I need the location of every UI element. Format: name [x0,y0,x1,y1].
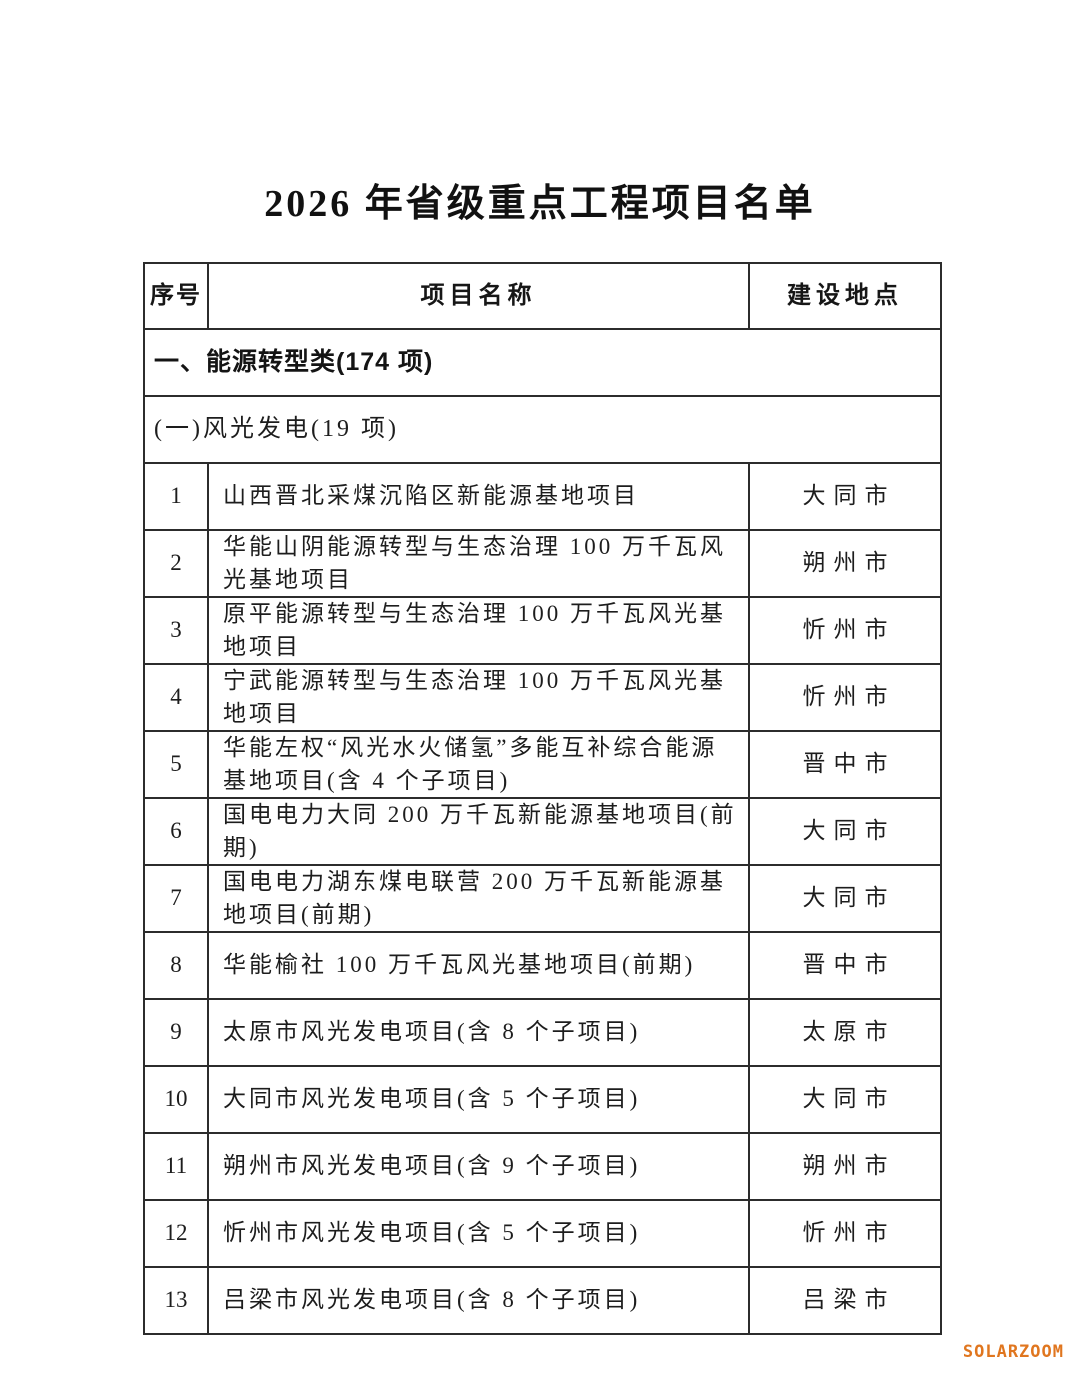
project-name-cell: 国电电力湖东煤电联营 200 万千瓦新能源基地项目(前期) [207,864,750,933]
location-cell: 大同市 [748,864,942,933]
row-index-cell: 5 [143,730,209,799]
row-index-cell: 1 [143,462,209,531]
row-index-cell: 3 [143,596,209,665]
table-row: 10 大同市风光发电项目(含 5 个子项目) 大同市 [143,1065,942,1134]
location-cell: 晋中市 [748,730,942,799]
project-name-cell: 华能山阴能源转型与生态治理 100 万千瓦风光基地项目 [207,529,750,598]
row-index-cell: 2 [143,529,209,598]
project-name-cell: 山西晋北采煤沉陷区新能源基地项目 [207,462,750,531]
location-cell: 太原市 [748,998,942,1067]
table-row: 12 忻州市风光发电项目(含 5 个子项目) 忻州市 [143,1199,942,1268]
project-name-cell: 华能左权“风光水火储氢”多能互补综合能源基地项目(含 4 个子项目) [207,730,750,799]
row-index-cell: 7 [143,864,209,933]
location-cell: 大同市 [748,462,942,531]
project-name-cell: 吕梁市风光发电项目(含 8 个子项目) [207,1266,750,1335]
row-index-cell: 11 [143,1132,209,1201]
location-cell: 大同市 [748,1065,942,1134]
location-cell: 吕梁市 [748,1266,942,1335]
location-cell: 朔州市 [748,529,942,598]
table-row: 5 华能左权“风光水火储氢”多能互补综合能源基地项目(含 4 个子项目) 晋中市 [143,730,942,799]
project-name-cell: 宁武能源转型与生态治理 100 万千瓦风光基地项目 [207,663,750,732]
project-name-cell: 大同市风光发电项目(含 5 个子项目) [207,1065,750,1134]
project-name-cell: 原平能源转型与生态治理 100 万千瓦风光基地项目 [207,596,750,665]
row-index-cell: 13 [143,1266,209,1335]
table-header-row: 序号 项目名称 建设地点 [143,262,942,330]
table-row: 2 华能山阴能源转型与生态治理 100 万千瓦风光基地项目 朔州市 [143,529,942,598]
table-row: 9 太原市风光发电项目(含 8 个子项目) 太原市 [143,998,942,1067]
header-no: 序号 [143,262,209,330]
row-index-cell: 12 [143,1199,209,1268]
subsection-label: (一)风光发电(19 项) [143,395,942,464]
project-name-cell: 忻州市风光发电项目(含 5 个子项目) [207,1199,750,1268]
location-cell: 晋中市 [748,931,942,1000]
location-cell: 大同市 [748,797,942,866]
location-cell: 忻州市 [748,663,942,732]
project-name-cell: 朔州市风光发电项目(含 9 个子项目) [207,1132,750,1201]
header-location: 建设地点 [748,262,942,330]
project-name-cell: 国电电力大同 200 万千瓦新能源基地项目(前期) [207,797,750,866]
table-row: 7 国电电力湖东煤电联营 200 万千瓦新能源基地项目(前期) 大同市 [143,864,942,933]
location-cell: 忻州市 [748,596,942,665]
table-row: 13 吕梁市风光发电项目(含 8 个子项目) 吕梁市 [143,1266,942,1335]
row-index-cell: 6 [143,797,209,866]
table-row: 11 朔州市风光发电项目(含 9 个子项目) 朔州市 [143,1132,942,1201]
section-label: 一、能源转型类(174 项) [143,328,942,397]
row-index-cell: 4 [143,663,209,732]
solarzoom-watermark: SOLARZOOM [962,1342,1064,1362]
table-row: 8 华能榆社 100 万千瓦风光基地项目(前期) 晋中市 [143,931,942,1000]
location-cell: 朔州市 [748,1132,942,1201]
projects-table: 序号 项目名称 建设地点 一、能源转型类(174 项) (一)风光发电(19 项… [143,262,942,1335]
project-name-cell: 华能榆社 100 万千瓦风光基地项目(前期) [207,931,750,1000]
table-row: 6 国电电力大同 200 万千瓦新能源基地项目(前期) 大同市 [143,797,942,866]
table-row: 4 宁武能源转型与生态治理 100 万千瓦风光基地项目 忻州市 [143,663,942,732]
table-row: 3 原平能源转型与生态治理 100 万千瓦风光基地项目 忻州市 [143,596,942,665]
row-index-cell: 10 [143,1065,209,1134]
page-title: 2026 年省级重点工程项目名单 [264,183,816,225]
subsection-row-wind-solar: (一)风光发电(19 项) [143,395,942,464]
table-body: 序号 项目名称 建设地点 一、能源转型类(174 项) (一)风光发电(19 项… [143,262,942,1335]
header-name: 项目名称 [207,262,750,330]
table-row: 1 山西晋北采煤沉陷区新能源基地项目 大同市 [143,462,942,531]
location-cell: 忻州市 [748,1199,942,1268]
project-name-cell: 太原市风光发电项目(含 8 个子项目) [207,998,750,1067]
row-index-cell: 8 [143,931,209,1000]
row-index-cell: 9 [143,998,209,1067]
section-row-energy-transition: 一、能源转型类(174 项) [143,328,942,397]
